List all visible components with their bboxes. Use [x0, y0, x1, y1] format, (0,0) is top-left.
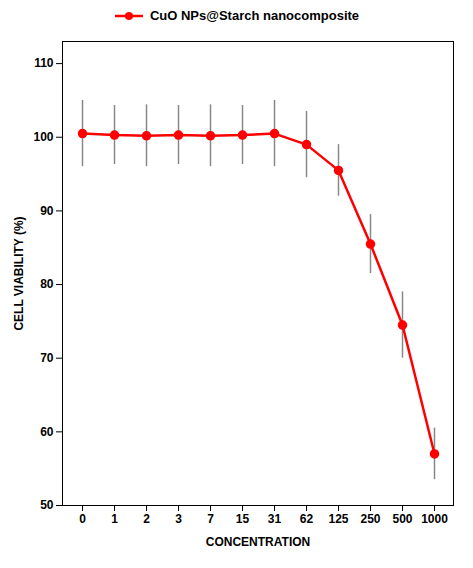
svg-text:15: 15	[236, 512, 250, 526]
svg-text:90: 90	[40, 204, 54, 218]
svg-text:250: 250	[360, 512, 380, 526]
svg-text:CELL VIABILITY (%): CELL VIABILITY (%)	[12, 216, 26, 330]
svg-text:CONCENTRATION: CONCENTRATION	[206, 535, 310, 549]
svg-text:110: 110	[34, 56, 54, 70]
svg-text:70: 70	[40, 351, 54, 365]
svg-text:3: 3	[175, 512, 182, 526]
svg-text:500: 500	[392, 512, 412, 526]
svg-text:0: 0	[79, 512, 86, 526]
svg-text:62: 62	[300, 512, 314, 526]
svg-text:60: 60	[40, 425, 54, 439]
svg-text:125: 125	[328, 512, 348, 526]
svg-text:31: 31	[268, 512, 282, 526]
svg-text:1000: 1000	[421, 512, 448, 526]
svg-text:80: 80	[40, 277, 54, 291]
svg-text:100: 100	[33, 130, 53, 144]
svg-text:2: 2	[143, 512, 150, 526]
html-text:CuO NPs@Starch nanocomposite: CuO NPs@Starch nanocomposite	[149, 8, 360, 23]
svg-text:1: 1	[111, 512, 118, 526]
svg-text:7: 7	[207, 512, 214, 526]
svg-text:50: 50	[40, 498, 54, 512]
